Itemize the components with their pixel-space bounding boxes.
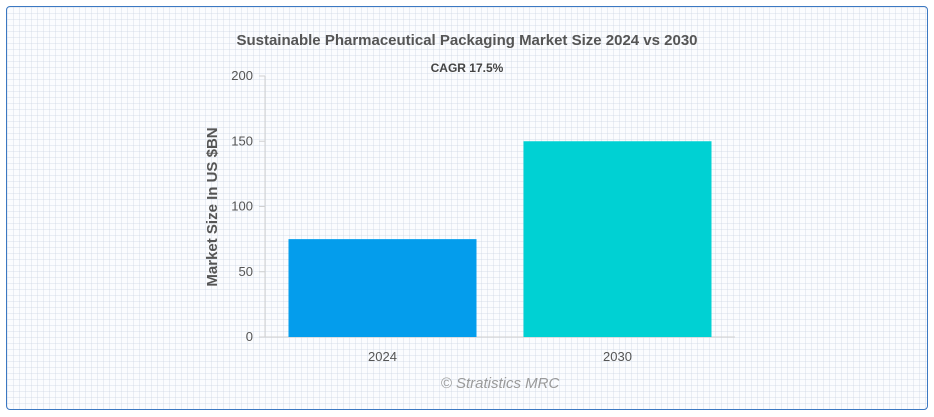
chart-title: Sustainable Pharmaceutical Packaging Mar…: [236, 32, 697, 49]
x-tick-label: 2024: [368, 349, 397, 364]
chart-subtitle: CAGR 17.5%: [431, 61, 504, 75]
watermark: © Stratistics MRC: [441, 375, 560, 392]
bar-2024: [288, 239, 477, 337]
x-tick-group: 2024 2030: [368, 349, 632, 364]
x-tick-label: 2030: [603, 349, 632, 364]
y-tick-label: 150: [231, 133, 253, 148]
y-tick-label: 50: [239, 264, 253, 279]
bar-group: [288, 141, 712, 337]
y-tick-label: 200: [231, 68, 253, 83]
y-axis-label: Market Size In US $BN: [204, 127, 221, 286]
bar-2030: [523, 141, 712, 337]
y-tick-group: 0 50 100 150 200: [231, 68, 265, 344]
chart-frame: [6, 6, 928, 410]
y-tick-label: 0: [246, 329, 253, 344]
y-tick-label: 100: [231, 199, 253, 214]
